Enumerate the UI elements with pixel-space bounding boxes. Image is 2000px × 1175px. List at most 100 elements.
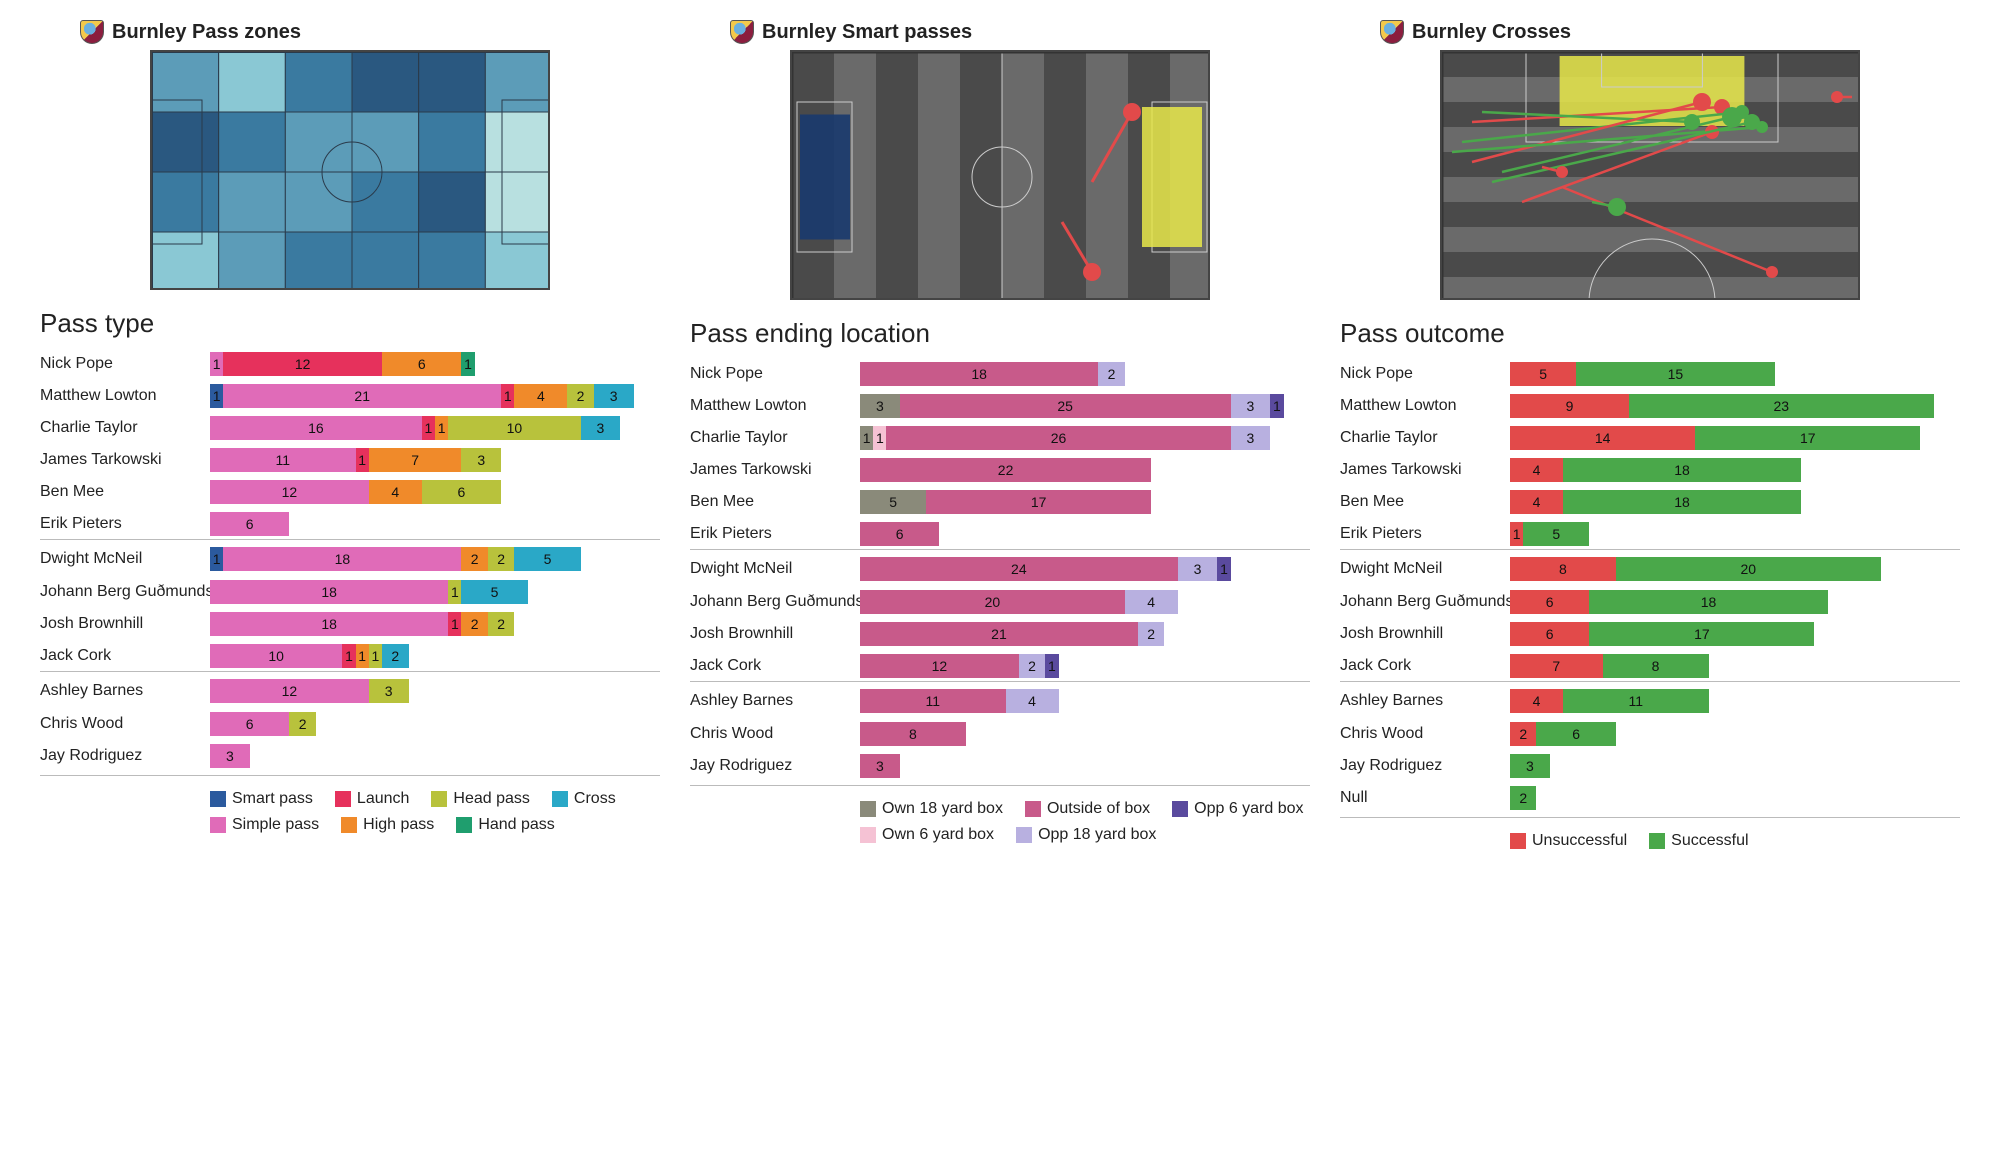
player-row: James Tarkowski22 — [690, 453, 1310, 485]
player-label: Josh Brownhill — [1340, 625, 1510, 643]
bar-track: 6 — [860, 522, 1310, 546]
bar-segment: 1 — [342, 644, 355, 668]
bar-segment: 22 — [860, 458, 1151, 482]
legend-item: Launch — [335, 790, 410, 808]
player-label: James Tarkowski — [690, 461, 860, 479]
player-row: Nick Pope11261 — [40, 347, 660, 379]
legend-swatch — [1025, 801, 1041, 817]
bar-track: 923 — [1510, 394, 1960, 418]
bar-track: 418 — [1510, 458, 1960, 482]
bar-segment: 1 — [369, 644, 382, 668]
player-label: Ben Mee — [690, 493, 860, 511]
bar-segment: 4 — [514, 384, 567, 408]
player-row: Jay Rodriguez3 — [690, 749, 1310, 781]
bar-segment: 15 — [1576, 362, 1775, 386]
bar-segment: 21 — [223, 384, 501, 408]
bar-segment: 3 — [860, 394, 900, 418]
bar-segment: 1 — [1217, 557, 1230, 581]
bar-segment: 1 — [501, 384, 514, 408]
bar-segment: 18 — [1563, 490, 1801, 514]
bar-segment: 2 — [488, 547, 514, 571]
bar-segment: 6 — [1510, 590, 1589, 614]
bar-segment: 4 — [1006, 689, 1059, 713]
bar-segment: 1 — [461, 352, 474, 376]
player-label: Ashley Barnes — [1340, 692, 1510, 710]
legend-swatch — [1649, 833, 1665, 849]
player-label: Jack Cork — [1340, 657, 1510, 675]
player-label: Matthew Lowton — [1340, 397, 1510, 415]
legend-pass-outcome: Unsuccessful Successful — [1340, 832, 1960, 850]
bar-segment: 11 — [210, 448, 356, 472]
dashboard-grid: Burnley Pass zones Pass type Nick Pope11… — [40, 20, 1960, 850]
player-row: Chris Wood8 — [690, 717, 1310, 749]
bar-segment: 18 — [223, 547, 461, 571]
title-crosses: Burnley Crosses — [1340, 20, 1960, 44]
player-row: Matthew Lowton32531 — [690, 389, 1310, 421]
title-smart-text: Burnley Smart passes — [762, 21, 972, 44]
bar-segment: 12 — [210, 679, 369, 703]
player-row: Jack Cork101112 — [40, 639, 660, 671]
bar-segment: 12 — [860, 654, 1019, 678]
legend-item: Opp 18 yard box — [1016, 826, 1156, 844]
club-crest-icon — [1380, 20, 1404, 44]
legend-item: Unsuccessful — [1510, 832, 1627, 850]
bar-track: 3 — [210, 744, 660, 768]
player-label: Chris Wood — [40, 715, 210, 733]
bar-segment: 4 — [369, 480, 422, 504]
bar-segment: 21 — [860, 622, 1138, 646]
bar-segment: 1 — [210, 547, 223, 571]
bar-segment: 2 — [461, 612, 487, 636]
legend-item: Hand pass — [456, 816, 555, 834]
title-smart: Burnley Smart passes — [690, 20, 1310, 44]
player-label: Johann Berg Guðmundsson — [1340, 593, 1510, 611]
legend-label: Hand pass — [478, 816, 555, 834]
col-smart-passes: Burnley Smart passes Pass ending locatio… — [690, 20, 1310, 850]
bar-segment: 1 — [356, 644, 369, 668]
bar-segment: 10 — [210, 644, 342, 668]
player-row: Jay Rodriguez3 — [40, 739, 660, 771]
bar-segment: 3 — [1231, 426, 1271, 450]
player-label: Jay Rodriguez — [690, 757, 860, 775]
legend-item: Successful — [1649, 832, 1748, 850]
player-label: Chris Wood — [690, 725, 860, 743]
bar-segment: 1 — [873, 426, 886, 450]
legend-swatch — [341, 817, 357, 833]
legend-label: Unsuccessful — [1532, 832, 1627, 850]
bar-segment: 8 — [1603, 654, 1709, 678]
legend-item: Simple pass — [210, 816, 319, 834]
player-label: Charlie Taylor — [40, 419, 210, 437]
bar-track: 411 — [1510, 689, 1960, 713]
bar-segment: 1 — [1045, 654, 1058, 678]
bar-track: 1246 — [210, 480, 660, 504]
player-label: Jay Rodriguez — [1340, 757, 1510, 775]
bar-segment: 6 — [210, 712, 289, 736]
bar-segment: 1 — [1270, 394, 1283, 418]
bar-segment: 1 — [435, 416, 448, 440]
bar-segment: 12 — [210, 480, 369, 504]
player-row: Dwight McNeil118225 — [40, 539, 660, 575]
bar-segment: 5 — [860, 490, 926, 514]
player-row: Johann Berg Guðmundsson1815 — [40, 575, 660, 607]
chart-pass-type: Nick Pope11261Matthew Lowton1211423Charl… — [40, 347, 660, 776]
bar-segment: 12 — [223, 352, 382, 376]
bar-track: 515 — [1510, 362, 1960, 386]
player-label: Dwight McNeil — [690, 560, 860, 578]
bar-track: 204 — [860, 590, 1310, 614]
club-crest-icon — [730, 20, 754, 44]
bar-segment: 11 — [1563, 689, 1709, 713]
bar-segment: 7 — [369, 448, 462, 472]
player-label: Nick Pope — [690, 365, 860, 383]
bar-track: 182 — [860, 362, 1310, 386]
bar-segment: 1 — [1510, 522, 1523, 546]
bar-segment: 1 — [448, 612, 461, 636]
player-row: Jack Cork78 — [1340, 649, 1960, 681]
player-row: Charlie Taylor11263 — [690, 421, 1310, 453]
player-row: Jay Rodriguez3 — [1340, 749, 1960, 781]
bar-segment: 3 — [581, 416, 621, 440]
bar-segment: 24 — [860, 557, 1178, 581]
bar-track: 118225 — [210, 547, 660, 571]
player-row: Dwight McNeil820 — [1340, 549, 1960, 585]
player-label: Ben Mee — [1340, 493, 1510, 511]
player-row: Ben Mee1246 — [40, 475, 660, 507]
player-row: Matthew Lowton1211423 — [40, 379, 660, 411]
